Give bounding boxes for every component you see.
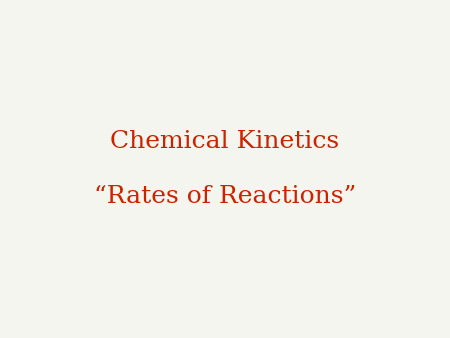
- Text: Chemical Kinetics: Chemical Kinetics: [110, 130, 340, 153]
- Text: “Rates of Reactions”: “Rates of Reactions”: [94, 185, 356, 208]
